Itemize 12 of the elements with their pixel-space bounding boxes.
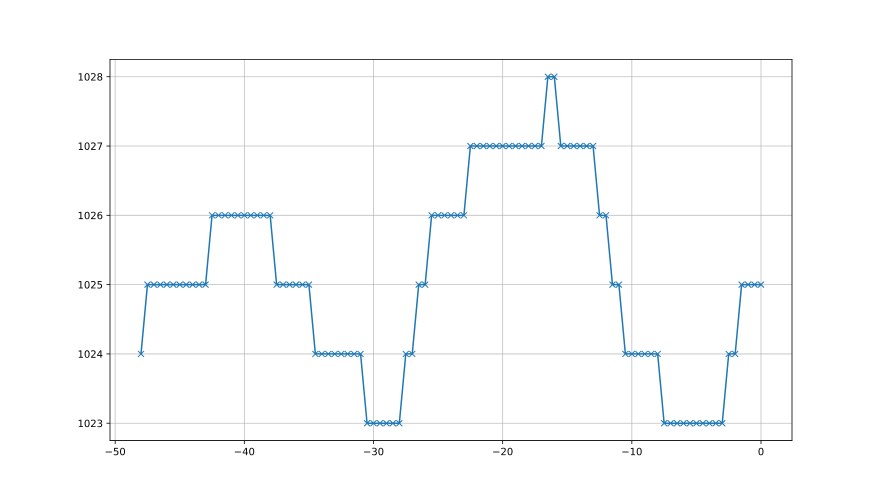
y-tick-label: 1028 xyxy=(78,73,102,81)
y-tick-label: 1026 xyxy=(78,212,102,220)
y-tick-label: 1023 xyxy=(78,420,102,428)
x-tick-label: −50 xyxy=(106,448,126,456)
x-tick-label: 0 xyxy=(758,448,764,456)
x-tick-label: −20 xyxy=(493,448,513,456)
y-tick-label: 1027 xyxy=(78,142,102,150)
x-tick-label: −10 xyxy=(622,448,642,456)
y-tick-label: 1025 xyxy=(78,281,102,289)
x-tick-label: −40 xyxy=(234,448,254,456)
y-tick-label: 1024 xyxy=(78,350,102,358)
x-tick-label: −30 xyxy=(364,448,384,456)
